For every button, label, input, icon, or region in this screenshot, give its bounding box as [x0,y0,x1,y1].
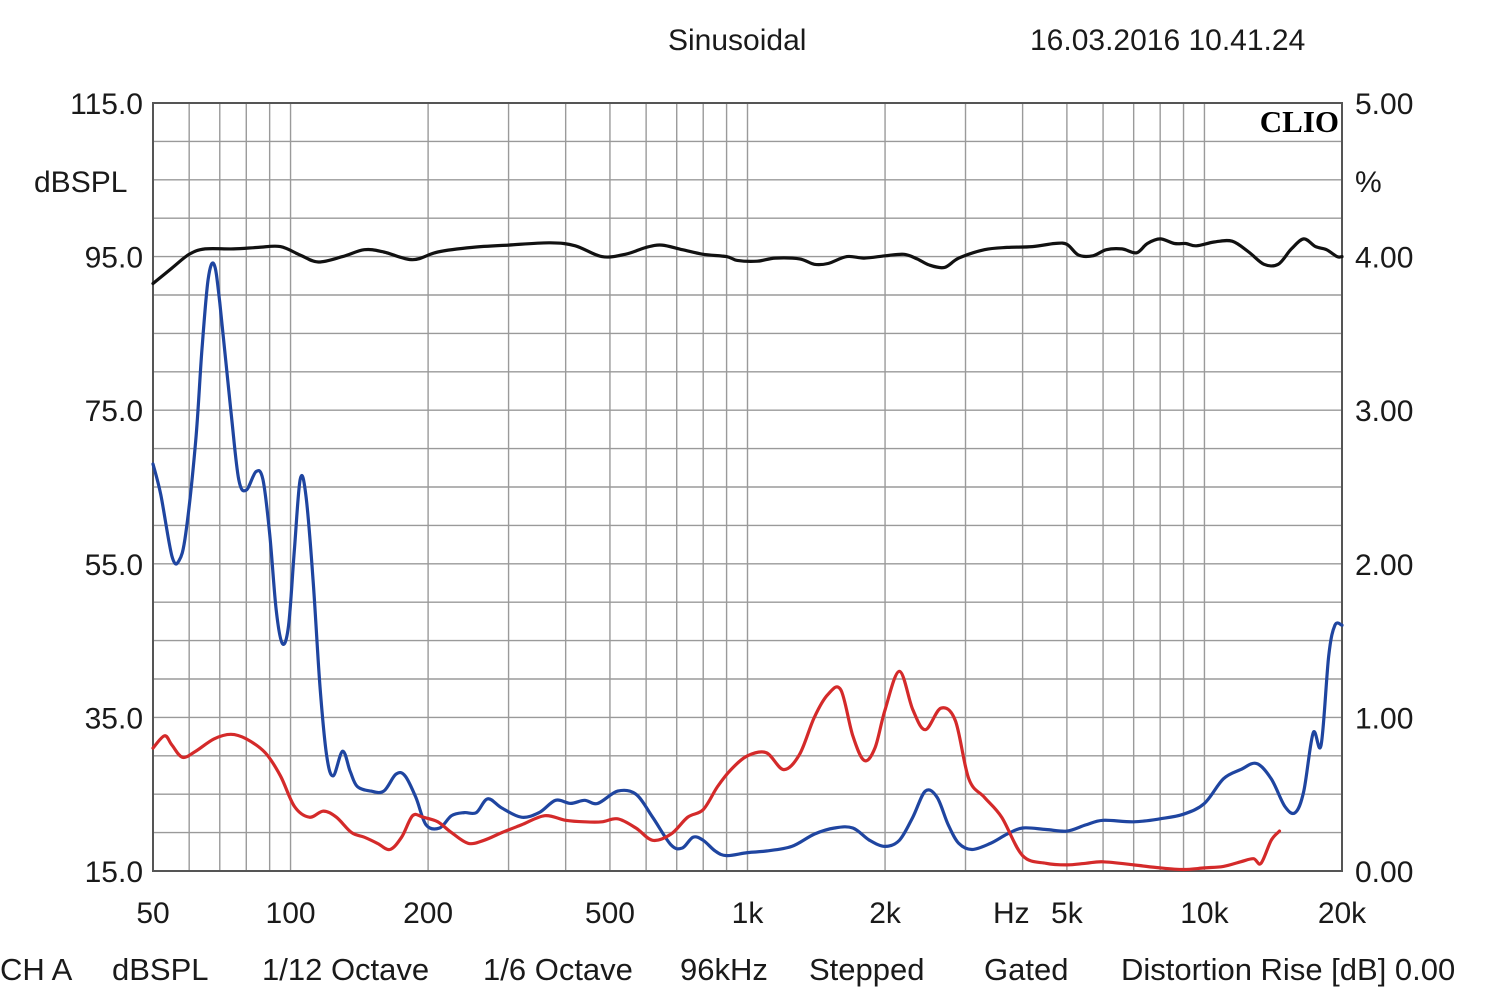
plot-frame [152,102,1343,872]
footer-sample-rate: 96kHz [680,952,768,987]
left-axis-label: dBSPL [34,166,127,199]
x-axis-tick-label: 2k [869,897,902,930]
thd-curve-red [151,669,1282,872]
right-axis-tick-label: 1.00 [1355,702,1413,735]
x-axis-tick-label: 100 [266,897,316,930]
right-axis-label: % [1355,166,1382,199]
left-axis-tick-label: 115.0 [70,88,143,121]
left-axis-tick-label: 15.0 [85,856,143,889]
footer-resolution: 1/12 Octave [262,952,430,987]
footer-channel: CH A [0,952,73,987]
left-axis-ticks: 115.0 95.0 75.0 55.0 35.0 15.0 [70,88,143,889]
thd-curve-blue [151,261,1344,858]
header-datetime: 16.03.2016 10.41.24 [1030,24,1306,57]
footer-sweep-mode: Stepped [809,952,925,987]
right-axis-tick-label: 2.00 [1355,549,1413,582]
clio-logo: CLIO [1260,104,1339,139]
header-mode: Sinusoidal [668,24,807,57]
left-axis-tick-label: 95.0 [85,242,143,275]
right-axis-tick-label: 5.00 [1355,88,1413,121]
footer-status-bar: CH A dBSPL 1/12 Octave 1/6 Octave 96kHz … [0,952,1499,992]
x-axis-tick-label: 1k [732,897,765,930]
left-axis-tick-label: 55.0 [85,549,143,582]
right-axis-tick-label: 3.00 [1355,395,1413,428]
left-axis-tick-label: 35.0 [85,702,143,735]
x-axis-tick-label: 5k [1051,897,1084,930]
right-axis-tick-label: 4.00 [1355,242,1413,275]
footer-distortion-rise: Distortion Rise [dB] 0.00 [1121,952,1456,987]
left-axis-tick-label: 75.0 [85,395,143,428]
footer-unit: dBSPL [112,952,209,987]
x-axis-ticks: 50 100 200 500 1k 2k 5k 10k 20k [136,897,1367,930]
x-axis-label: Hz [993,897,1030,930]
right-axis-ticks: 5.00 4.00 3.00 2.00 1.00 0.00 [1355,88,1413,889]
spl-curve [151,237,1344,286]
x-axis-tick-label: 10k [1180,897,1229,930]
x-axis-tick-label: 20k [1318,897,1367,930]
x-axis-tick-label: 200 [403,897,453,930]
footer-gating: Gated [984,952,1069,987]
x-axis-tick-label: 50 [136,897,169,930]
chart-curves [151,237,1344,872]
right-axis-tick-label: 0.00 [1355,856,1413,889]
chart-grid [153,103,1342,871]
x-axis-tick-label: 500 [585,897,635,930]
frequency-response-chart: 115.0 95.0 75.0 55.0 35.0 15.0 5.00 4.00 3.00 2.… [34,88,1413,930]
footer-smoothing: 1/6 Octave [483,952,633,987]
